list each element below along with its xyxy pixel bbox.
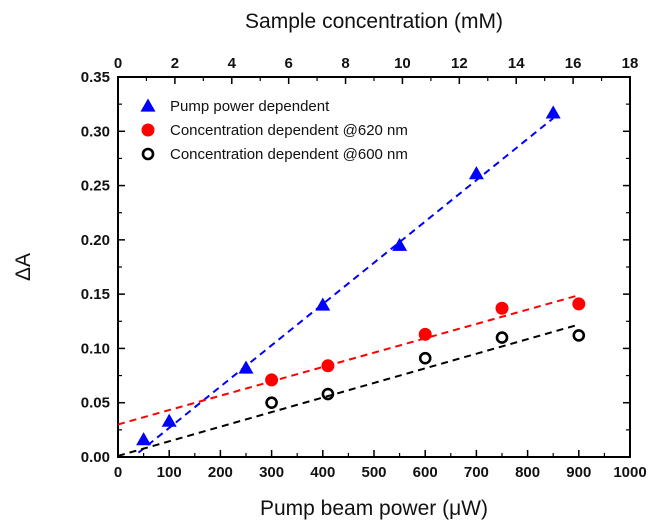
data-point [572, 297, 586, 311]
x-tick-label: 100 [157, 464, 182, 481]
x2-tick-label: 14 [508, 55, 525, 72]
data-point [572, 329, 586, 342]
data-point [136, 432, 152, 446]
x2-tick-label: 4 [228, 55, 237, 72]
x2-axis-title: Sample concentration (mM) [245, 10, 503, 33]
fit-line [117, 294, 580, 426]
x2-tick-label: 18 [622, 55, 639, 72]
y-tick-label: 0.30 [81, 123, 110, 140]
fit-line [117, 323, 580, 457]
x-tick-label: 800 [515, 464, 540, 481]
data-point [468, 166, 484, 180]
x2-tick-label: 2 [171, 55, 179, 72]
data-point [418, 351, 432, 365]
data-point [161, 413, 177, 427]
y-tick-label: 0.10 [81, 340, 110, 357]
axis-ticks: 0 100 200 300 400 500 600 700 800 900 1000 0 2 4 6 8 10 1… [81, 55, 647, 481]
x-tick-label: 0 [114, 464, 122, 481]
y-tick-label: 0.15 [81, 286, 110, 303]
y-tick-label: 0.05 [81, 395, 110, 412]
x-tick-label: 300 [259, 464, 284, 481]
data-point [238, 360, 254, 374]
legend-label: Concentration dependent @620 nm [170, 122, 408, 139]
x2-tick-label: 10 [394, 55, 411, 72]
x-tick-label: 1000 [613, 464, 646, 481]
data-markers [136, 105, 586, 446]
data-point [495, 301, 509, 315]
x2-tick-label: 12 [451, 55, 468, 72]
y-axis-title: ΔA [12, 253, 35, 281]
x-axis-title: Pump beam power (μW) [260, 497, 488, 520]
x2-tick-label: 16 [565, 55, 582, 72]
x-tick-label: 900 [566, 464, 591, 481]
data-point [315, 297, 331, 311]
data-point [545, 105, 561, 119]
legend: Pump power dependent Concentration depend… [140, 98, 408, 163]
y-tick-label: 0.35 [81, 69, 110, 86]
data-point [321, 359, 335, 373]
x-tick-label: 500 [361, 464, 386, 481]
data-point [265, 396, 278, 410]
x2-tick-label: 8 [341, 55, 349, 72]
y-tick-label: 0.00 [81, 449, 110, 466]
fit-line [137, 117, 554, 454]
legend-marker [140, 98, 156, 112]
x2-tick-label: 0 [114, 55, 122, 72]
x-axis-title-main: Pump beam power ( [260, 497, 449, 520]
legend-label: Concentration dependent @600 nm [170, 146, 408, 163]
x-axis-title-unit: μW [449, 497, 481, 520]
y-tick-label: 0.25 [81, 178, 110, 195]
x2-tick-label: 6 [284, 55, 292, 72]
data-point [265, 373, 279, 387]
x-axis-title-close: ) [481, 497, 488, 520]
x-tick-label: 200 [208, 464, 233, 481]
legend-marker [141, 147, 155, 161]
data-point [392, 237, 408, 251]
legend-marker [141, 123, 155, 137]
legend-label: Pump power dependent [170, 98, 330, 115]
data-point [321, 387, 335, 401]
x-tick-label: 700 [464, 464, 489, 481]
y-tick-label: 0.20 [81, 232, 110, 249]
fit-lines [117, 117, 580, 457]
x-tick-label: 400 [310, 464, 335, 481]
data-point [418, 327, 432, 341]
data-point [495, 331, 509, 344]
x-tick-label: 600 [413, 464, 438, 481]
